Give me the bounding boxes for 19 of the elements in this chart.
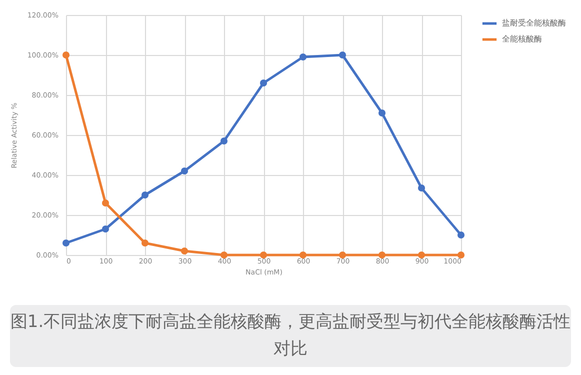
legend-label: 盐耐受全能核酸酶 <box>502 18 566 28</box>
point <box>338 51 346 59</box>
point <box>457 251 465 259</box>
point <box>180 247 188 255</box>
point <box>457 231 465 239</box>
point <box>62 239 70 247</box>
point <box>299 53 307 61</box>
point <box>102 199 110 207</box>
point <box>260 79 268 87</box>
point <box>141 239 149 247</box>
caption: 图1.不同盐浓度下耐高盐全能核酸酶，更高盐耐受型与初代全能核酸酶活性对比 <box>10 305 571 367</box>
point <box>418 184 426 192</box>
point <box>180 167 188 175</box>
point <box>378 109 386 117</box>
point <box>220 137 228 145</box>
point <box>141 191 149 199</box>
point <box>62 51 70 59</box>
point <box>102 225 110 233</box>
legend-label: 全能核酸酶 <box>502 34 542 44</box>
